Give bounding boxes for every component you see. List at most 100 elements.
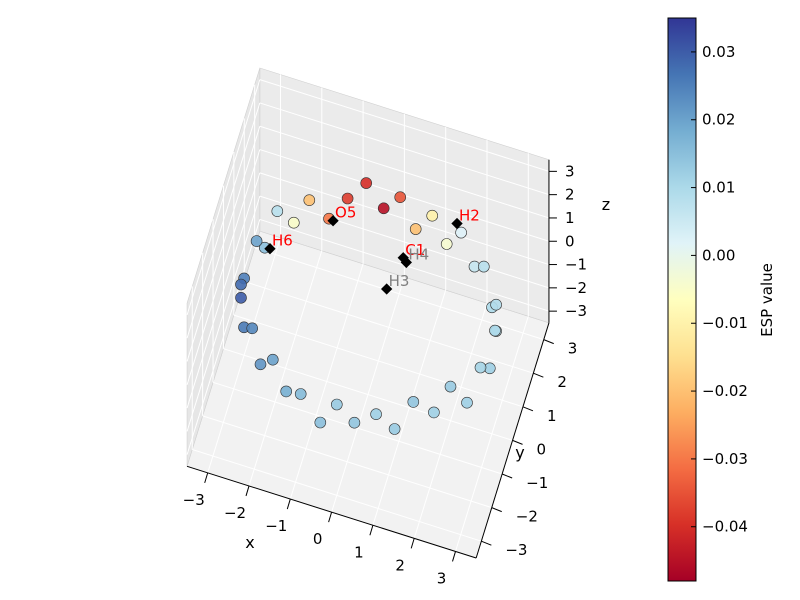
z-tick-label: −1 <box>565 256 587 274</box>
colorbar: 0.03 0.02 0.01 0.00 −0.01 −0.02 −0.03 −0.04 ESP… <box>667 17 776 582</box>
z-tick-label: 2 <box>565 186 575 204</box>
z-tick-label: 1 <box>565 209 575 227</box>
x-tick <box>204 472 209 483</box>
esp-point <box>444 380 457 393</box>
x-tick <box>286 498 291 510</box>
axis-panes <box>186 67 550 559</box>
x-tick-label: 0 <box>313 530 323 548</box>
esp-point <box>314 416 327 429</box>
y-tick <box>522 406 534 412</box>
atom-marker <box>381 283 393 295</box>
x-axis-ticks: −3 −2 −1 0 1 2 3 <box>183 465 477 587</box>
colorbar-tick-label: −0.02 <box>702 382 748 400</box>
colorbar-gradient <box>667 17 697 582</box>
gridline <box>186 126 261 362</box>
colorbar-tick-label: 0.01 <box>702 179 735 197</box>
z-tick-label: 3 <box>565 162 575 180</box>
esp-point <box>407 396 420 408</box>
gridline <box>372 289 447 526</box>
gridline <box>186 79 261 315</box>
x-tick <box>245 485 250 497</box>
colorbar-tick-label: 0.02 <box>702 111 735 129</box>
atom-marker <box>400 256 412 269</box>
x-tick <box>328 512 333 523</box>
esp-point <box>474 361 487 374</box>
colorbar-tick-label: −0.03 <box>702 450 748 468</box>
atom-marker <box>327 215 339 227</box>
atom-label: H2 <box>459 207 480 225</box>
y-tick-label: −1 <box>526 474 548 492</box>
esp-point <box>266 353 279 366</box>
y-tick-label: 1 <box>547 407 557 425</box>
z-tick-label: −2 <box>565 279 587 297</box>
y-tick <box>512 439 523 445</box>
y-tick <box>491 507 502 513</box>
x-tick-label: −2 <box>224 504 246 522</box>
gridline <box>455 316 529 552</box>
x-tick <box>452 551 456 562</box>
esp-point <box>440 238 453 250</box>
gridline <box>244 281 534 374</box>
esp-point <box>489 324 501 337</box>
esp-point <box>409 223 422 235</box>
gridline <box>259 79 550 172</box>
atom-label: C1 <box>405 241 425 259</box>
esp-point <box>360 177 373 189</box>
y-tick <box>481 540 492 546</box>
colorbar-label: ESP value <box>758 263 776 337</box>
y-axis-label: y <box>515 443 524 462</box>
esp-point <box>303 194 316 206</box>
esp-point <box>250 235 263 247</box>
esp-point <box>394 191 407 203</box>
x-tick-label: 1 <box>354 543 364 561</box>
esp-point <box>461 396 473 409</box>
colorbar-tick-label: −0.01 <box>702 314 748 332</box>
z-axis-label: z <box>602 195 610 214</box>
gridline <box>259 102 550 196</box>
y-tick-label: −3 <box>505 541 527 559</box>
gridline <box>186 102 261 339</box>
esp-point <box>271 205 284 217</box>
y-tick-label: 0 <box>537 440 547 458</box>
gridline <box>254 247 544 341</box>
x-tick-label: −3 <box>183 491 205 509</box>
esp-point <box>254 358 267 371</box>
z-tick-label: 0 <box>565 232 575 250</box>
y-tick-label: 3 <box>568 340 578 358</box>
esp-point <box>428 406 440 419</box>
colorbar-tick-label: 0.03 <box>702 43 735 61</box>
esp-point <box>341 192 354 205</box>
atom-marker <box>451 217 463 230</box>
esp-point <box>370 408 382 421</box>
atom-marker <box>264 243 276 255</box>
x-tick <box>369 525 374 536</box>
x-tick <box>410 538 415 549</box>
colorbar-tick-label: 0.00 <box>702 246 735 264</box>
gridline <box>186 149 261 385</box>
x-axis-label: x <box>245 533 254 552</box>
esp-point <box>294 388 307 400</box>
esp-points <box>235 177 502 435</box>
esp-point <box>246 322 258 335</box>
gridline <box>259 125 550 219</box>
esp-point <box>235 278 247 291</box>
esp-point <box>377 202 390 215</box>
atom-label: H3 <box>389 272 410 290</box>
esp-point <box>490 298 502 311</box>
colorbar-tick-label: −0.04 <box>702 518 748 536</box>
colorbar-ticks: 0.03 0.02 0.01 0.00 −0.01 −0.02 −0.03 −0.04 <box>691 43 748 536</box>
esp-point <box>477 260 490 273</box>
esp-point <box>388 423 401 435</box>
atom-label: H6 <box>272 232 293 250</box>
y-tick-label: −2 <box>516 508 538 526</box>
x-tick-label: −1 <box>265 517 287 535</box>
y-tick <box>501 473 513 479</box>
z-tick-label: −3 <box>565 302 587 320</box>
gridlines <box>186 74 550 552</box>
esp-point <box>330 398 343 411</box>
esp-point <box>348 416 361 429</box>
